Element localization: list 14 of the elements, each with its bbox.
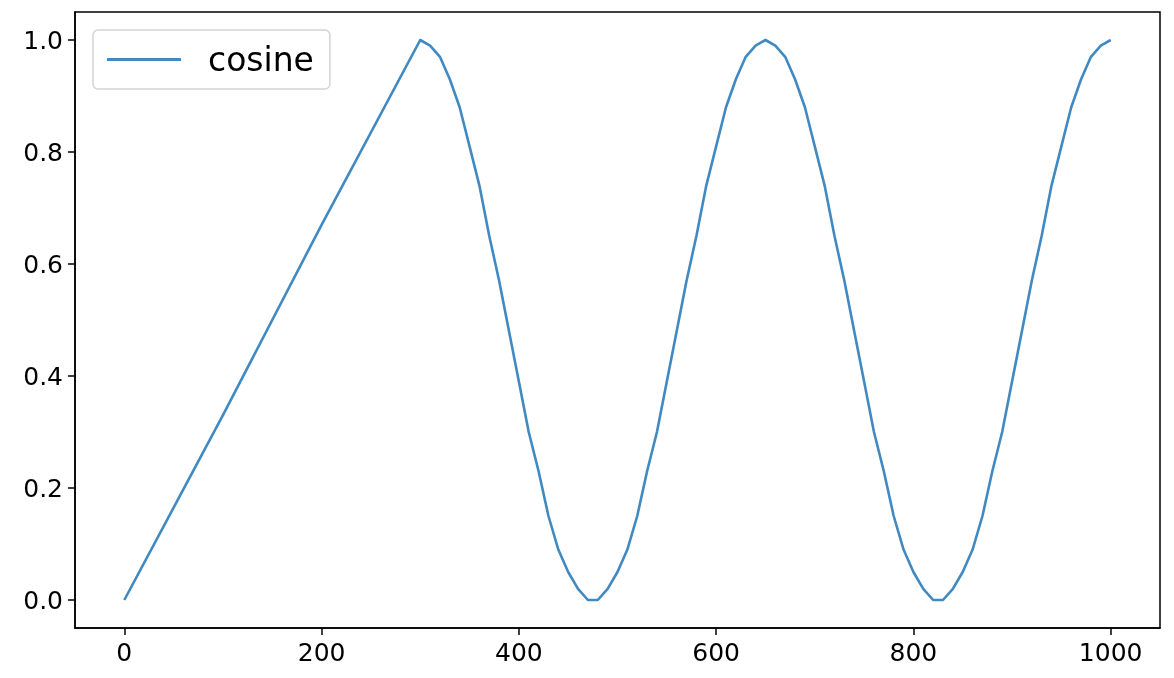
y-tick-label: 1.0 xyxy=(23,25,63,55)
x-tick-label: 1000 xyxy=(1078,638,1143,667)
x-tick-label: 600 xyxy=(692,638,740,667)
y-tick-label: 0.2 xyxy=(23,473,63,503)
legend-label: cosine xyxy=(208,40,314,79)
x-tick-label: 200 xyxy=(297,638,346,667)
x-tick-label: 0 xyxy=(116,638,133,667)
x-tick-label: 800 xyxy=(889,638,938,667)
y-tick-label: 0.0 xyxy=(23,585,63,615)
line-series xyxy=(123,38,1112,602)
x-tick-label: 400 xyxy=(495,638,543,667)
y-tick-label: 0.4 xyxy=(23,361,63,391)
y-tick-label: 0.8 xyxy=(23,137,63,167)
y-tick-label: 0.6 xyxy=(23,249,63,279)
